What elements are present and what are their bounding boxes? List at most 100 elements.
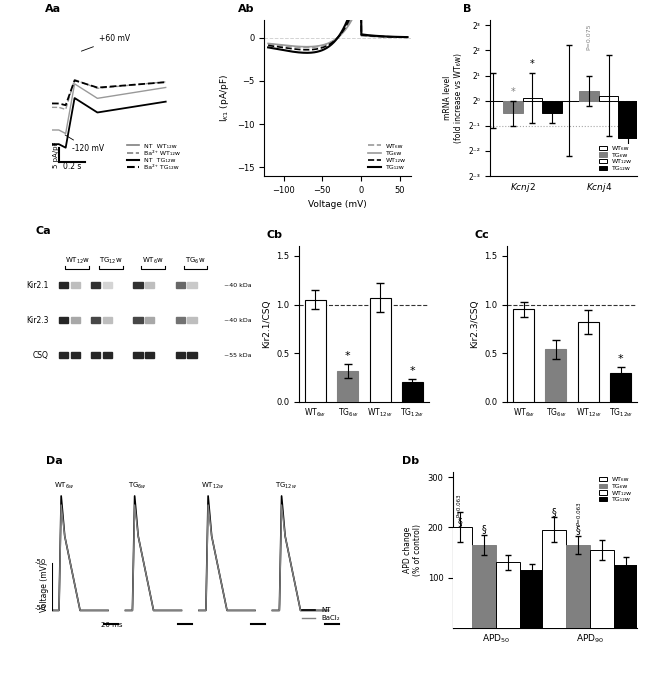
Bar (176, 282, 185, 288)
Text: *: * (530, 59, 535, 70)
Bar (71, 317, 80, 323)
WT₆w (348, 15, 356, 23)
Text: §: § (482, 524, 487, 535)
Y-axis label: I$_{K1}$ (pA/pF): I$_{K1}$ (pA/pF) (218, 74, 231, 122)
X-axis label: Voltage (mV): Voltage (mV) (309, 200, 367, 209)
Bar (176, 317, 185, 323)
Y-axis label: mRNA level
(fold increase vs WT₆w): mRNA level (fold increase vs WT₆w) (443, 53, 463, 143)
TG₆w (348, 16, 356, 24)
WT₆w (404, 33, 411, 41)
TG₆w (347, 17, 355, 25)
TG₆w (357, 0, 365, 3)
TG₆w (383, 33, 391, 41)
Bar (496, 562, 521, 628)
Text: Da: Da (46, 456, 63, 466)
TG₁₂w (347, 6, 355, 14)
TG₆w (265, 39, 272, 47)
WT₁₂w (383, 32, 391, 40)
Bar (503, 101, 523, 113)
Bar (599, 96, 618, 101)
Bar (614, 565, 638, 628)
WT₁₂w (350, 5, 358, 13)
Bar (523, 98, 542, 101)
Text: §: § (575, 525, 580, 535)
Text: *: * (510, 87, 515, 97)
WT₆w (383, 33, 391, 41)
Text: Cb: Cb (266, 230, 283, 240)
TG₁₂w (350, 0, 358, 5)
TG₁₂w (265, 43, 272, 51)
Text: P=0.063: P=0.063 (577, 501, 582, 524)
Bar (187, 282, 196, 288)
Text: Ca: Ca (35, 225, 51, 236)
Y-axis label: APD change
(% of control): APD change (% of control) (403, 524, 422, 576)
TG₆w (264, 39, 272, 47)
Text: TG$_6$w: TG$_6$w (185, 256, 205, 266)
Text: 0.2 s: 0.2 s (63, 162, 81, 171)
Bar (472, 545, 496, 628)
Bar (337, 371, 358, 402)
Bar (618, 101, 638, 138)
Text: Kir2.1: Kir2.1 (26, 281, 49, 290)
Legend: NT  WT₁₂w, Ba²⁺ WT₁₂w, NT  TG₁₂w, Ba²⁺ TG₁₂w: NT WT₁₂w, Ba²⁺ WT₁₂w, NT TG₁₂w, Ba²⁺ TG₁… (124, 141, 183, 173)
Text: Cc: Cc (475, 230, 489, 240)
Bar (370, 298, 391, 402)
Text: ~55 kDa: ~55 kDa (224, 352, 252, 358)
Text: Ab: Ab (238, 5, 254, 14)
Bar (103, 352, 112, 358)
Bar (145, 282, 155, 288)
Bar (578, 322, 599, 402)
WT₁₂w (347, 11, 355, 20)
Bar (103, 317, 112, 323)
Text: TG$_{6w}$: TG$_{6w}$ (127, 481, 146, 491)
TG₁₂w (264, 43, 272, 51)
Text: *: * (410, 366, 415, 376)
Text: ~40 kDa: ~40 kDa (224, 318, 252, 323)
WT₆w (265, 40, 272, 48)
WT₁₂w (303, 46, 311, 54)
Bar (579, 90, 599, 101)
Text: ~40 kDa: ~40 kDa (224, 283, 252, 288)
Text: TG$_{12w}$: TG$_{12w}$ (274, 481, 296, 491)
Bar (59, 282, 68, 288)
Bar (542, 530, 566, 628)
Bar (71, 282, 80, 288)
Text: 5 pA/pF: 5 pA/pF (53, 142, 59, 168)
Bar (176, 352, 185, 358)
TG₆w (303, 43, 311, 51)
Legend: WT₆w, TG₆w, WT₁₂w, TG₁₂w: WT₆w, TG₆w, WT₁₂w, TG₁₂w (597, 144, 634, 173)
WT₆w (350, 10, 358, 18)
WT₆w (347, 16, 355, 24)
Line: TG₁₂w: TG₁₂w (268, 0, 408, 53)
WT₆w (391, 33, 399, 41)
Bar (133, 317, 142, 323)
Text: -50: -50 (35, 605, 46, 612)
Text: Aa: Aa (46, 5, 62, 14)
Bar (305, 300, 326, 402)
Line: WT₁₂w: WT₁₂w (268, 0, 408, 50)
WT₁₂w (348, 11, 356, 19)
Bar (59, 317, 68, 323)
Text: P=0.075: P=0.075 (586, 24, 592, 51)
WT₁₂w (264, 41, 272, 49)
Bar (145, 352, 155, 358)
Bar (448, 527, 472, 628)
Text: *: * (626, 115, 630, 124)
Line: WT₆w: WT₆w (268, 0, 408, 47)
Text: WT$_{12}$w: WT$_{12}$w (65, 256, 90, 266)
Text: +60 mV: +60 mV (81, 34, 130, 51)
Bar (103, 282, 112, 288)
Legend: WT₆w, TG₆w, WT₁₂w, TG₁₂w: WT₆w, TG₆w, WT₁₂w, TG₁₂w (597, 475, 634, 504)
TG₆w (404, 33, 411, 41)
Text: P=0.063: P=0.063 (456, 493, 461, 517)
Bar (521, 570, 545, 628)
Bar (566, 545, 590, 628)
Text: WT$_6$w: WT$_6$w (142, 256, 164, 266)
Line: TG₆w: TG₆w (268, 0, 408, 47)
Bar (542, 101, 562, 113)
Legend: NT, BaCl₂: NT, BaCl₂ (299, 605, 343, 624)
Bar (402, 383, 423, 402)
Text: §: § (551, 507, 556, 516)
TG₆w (391, 33, 399, 41)
TG₆w (350, 11, 358, 20)
